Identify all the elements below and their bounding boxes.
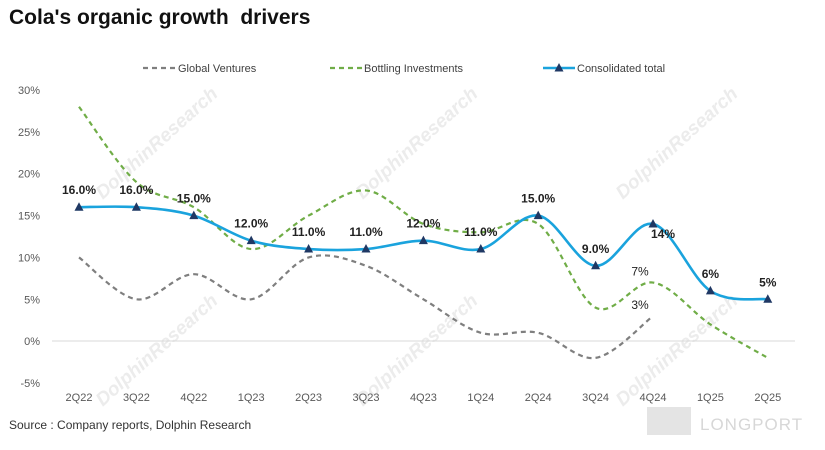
data-label: 14%	[651, 227, 675, 241]
data-label: 16.0%	[62, 183, 96, 197]
data-point-marker	[304, 244, 314, 253]
y-tick-label: 20%	[18, 169, 40, 181]
data-point-marker	[74, 202, 84, 211]
data-point-marker	[533, 210, 543, 220]
data-point-marker	[591, 260, 601, 270]
x-tick-label: 1Q25	[697, 392, 724, 404]
x-tick-label: 4Q23	[410, 392, 437, 404]
series-bottling-investments	[78, 106, 769, 359]
x-tick-label: 1Q24	[467, 392, 494, 404]
data-label: 3%	[631, 298, 649, 312]
x-tick-label: 2Q25	[754, 392, 781, 404]
y-tick-label: 0%	[24, 336, 40, 348]
x-tick-label: 3Q22	[123, 392, 150, 404]
markers-layer	[74, 202, 773, 303]
legend: Global Ventures Bottling Investments Conso…	[143, 63, 665, 75]
data-point-marker	[189, 210, 199, 220]
x-tick-label: 4Q24	[640, 392, 667, 404]
x-tick-label: 4Q22	[180, 392, 207, 404]
data-label: 11.0%	[292, 225, 326, 239]
y-tick-label: 5%	[24, 294, 40, 306]
data-label: 6%	[702, 267, 720, 281]
data-point-marker	[705, 285, 715, 295]
data-label: 9.0%	[582, 242, 610, 256]
longport-logo-box	[647, 407, 691, 435]
x-tick-label: 3Q23	[353, 392, 380, 404]
data-point-marker	[131, 202, 141, 211]
x-tick-label: 2Q23	[295, 392, 322, 404]
x-tick-label: 3Q24	[582, 392, 609, 404]
data-label: 15.0%	[177, 192, 211, 206]
x-tick-label: 1Q23	[238, 392, 265, 404]
watermark-brand: LONGPORT	[700, 415, 804, 434]
y-axis: -5% 0% 5% 10% 15% 20% 25% 30%	[18, 85, 40, 390]
source-note: Source : Company reports, Dolphin Resear…	[9, 418, 252, 432]
chart-title: Cola's organic growth drivers	[9, 6, 311, 29]
data-point-marker	[648, 218, 658, 228]
data-label: 12.0%	[406, 217, 440, 231]
data-point-marker	[361, 244, 371, 253]
data-label: 12.0%	[234, 217, 268, 231]
data-point-marker	[246, 235, 256, 245]
y-tick-label: 30%	[18, 85, 40, 97]
data-point-marker	[418, 235, 428, 245]
y-tick-label: -5%	[20, 378, 40, 390]
data-label: 16.0%	[119, 183, 153, 197]
data-label: 15.0%	[521, 192, 555, 206]
data-label: 11.0%	[349, 225, 383, 239]
data-point-marker	[476, 244, 486, 253]
series-global-ventures	[78, 254, 654, 359]
x-axis: 2Q22 3Q22 4Q22 1Q23 2Q23 3Q23 4Q23 1Q24 2Q24 3Q24…	[66, 392, 782, 404]
data-point-marker	[763, 294, 773, 303]
legend-label: Global Ventures	[178, 63, 257, 75]
data-label: 7%	[631, 265, 649, 279]
x-tick-label: 2Q24	[525, 392, 552, 404]
legend-marker	[554, 63, 564, 72]
data-label: 5%	[759, 275, 777, 289]
data-label: 11.0%	[464, 225, 498, 239]
y-tick-label: 10%	[18, 252, 40, 264]
legend-label: Consolidated total	[577, 63, 665, 75]
y-tick-label: 25%	[18, 127, 40, 139]
data-labels-layer: 3% 7% 16.0% 16.0% 15.0% 12.0% 11.0% 11.0% 12.0% 1…	[62, 183, 777, 312]
x-tick-label: 2Q22	[66, 392, 93, 404]
legend-label: Bottling Investments	[364, 63, 464, 75]
y-tick-label: 15%	[18, 211, 40, 223]
